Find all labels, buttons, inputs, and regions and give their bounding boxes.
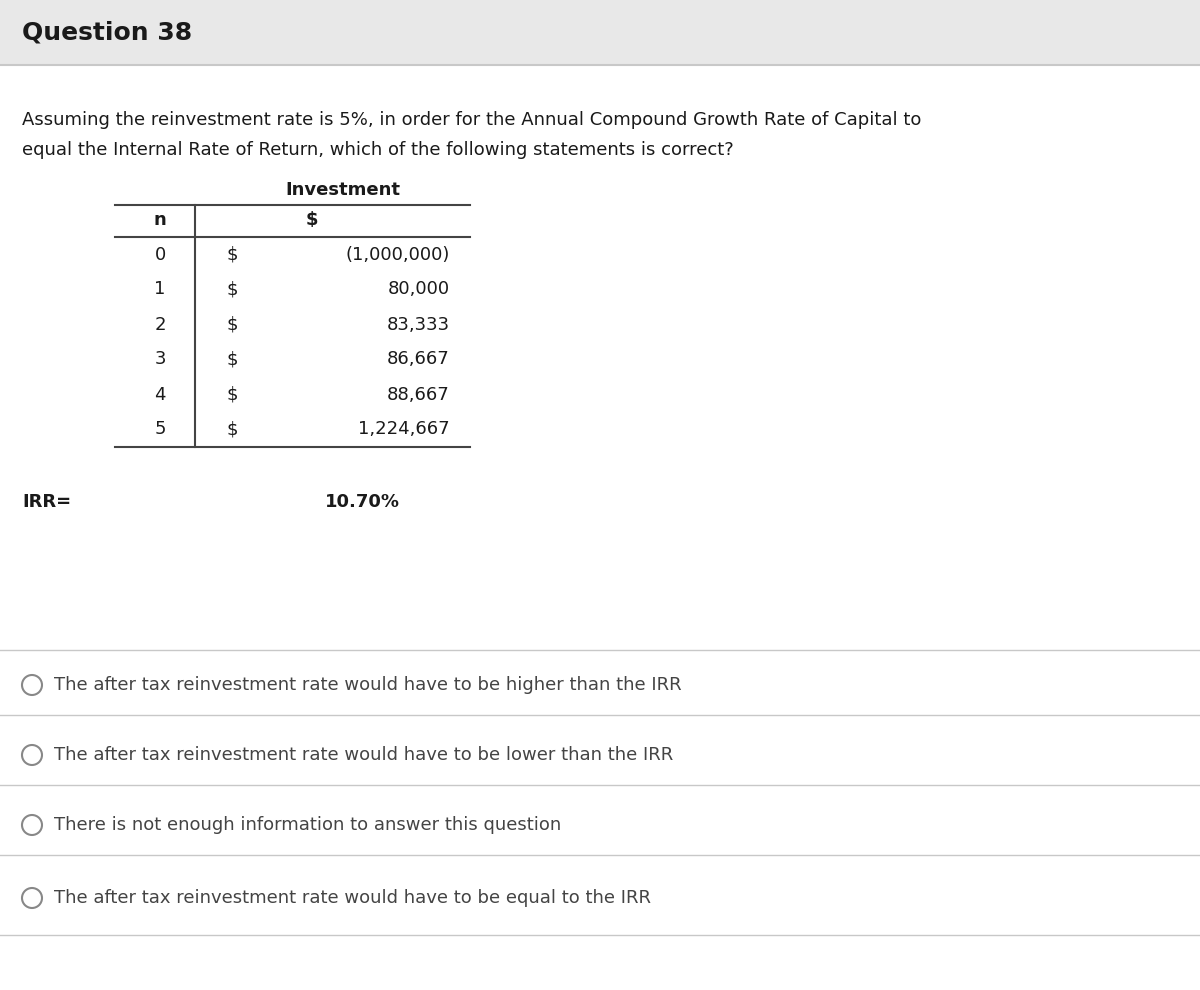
- Text: $: $: [306, 211, 318, 229]
- Text: Assuming the reinvestment rate is 5%, in order for the Annual Compound Growth Ra: Assuming the reinvestment rate is 5%, in…: [22, 111, 922, 129]
- Text: equal the Internal Rate of Return, which of the following statements is correct?: equal the Internal Rate of Return, which…: [22, 141, 733, 159]
- Text: 4: 4: [155, 385, 166, 404]
- Text: The after tax reinvestment rate would have to be equal to the IRR: The after tax reinvestment rate would ha…: [54, 889, 650, 907]
- Text: Question 38: Question 38: [22, 21, 192, 45]
- Text: 1,224,667: 1,224,667: [359, 421, 450, 439]
- Text: 83,333: 83,333: [386, 316, 450, 334]
- FancyBboxPatch shape: [0, 65, 1200, 990]
- Text: 1: 1: [155, 280, 166, 299]
- Text: $: $: [227, 246, 238, 263]
- Text: IRR=: IRR=: [22, 493, 71, 511]
- Text: 10.70%: 10.70%: [325, 493, 400, 511]
- Text: $: $: [227, 421, 238, 439]
- Text: $: $: [227, 316, 238, 334]
- Text: The after tax reinvestment rate would have to be higher than the IRR: The after tax reinvestment rate would ha…: [54, 676, 682, 694]
- Text: There is not enough information to answer this question: There is not enough information to answe…: [54, 816, 562, 834]
- Text: 86,667: 86,667: [388, 350, 450, 368]
- Text: $: $: [227, 350, 238, 368]
- Text: $: $: [227, 280, 238, 299]
- Text: Investment: Investment: [286, 181, 400, 199]
- Text: The after tax reinvestment rate would have to be lower than the IRR: The after tax reinvestment rate would ha…: [54, 746, 673, 764]
- Text: 2: 2: [155, 316, 166, 334]
- Text: 0: 0: [155, 246, 166, 263]
- Text: n: n: [154, 211, 167, 229]
- FancyBboxPatch shape: [0, 0, 1200, 65]
- Text: 88,667: 88,667: [388, 385, 450, 404]
- Text: $: $: [227, 385, 238, 404]
- Text: 3: 3: [155, 350, 166, 368]
- Text: 80,000: 80,000: [388, 280, 450, 299]
- Text: (1,000,000): (1,000,000): [346, 246, 450, 263]
- Text: 5: 5: [155, 421, 166, 439]
